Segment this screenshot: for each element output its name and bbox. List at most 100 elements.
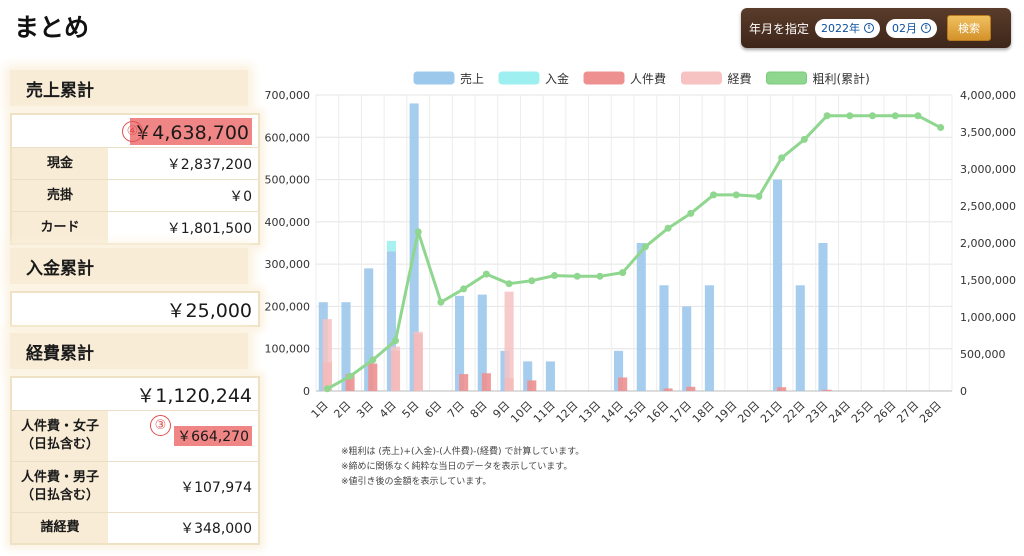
- line-point: [710, 191, 717, 199]
- bar-sales: [795, 285, 805, 391]
- year-select-value: 2022年: [821, 22, 861, 35]
- bar-sales: [659, 285, 669, 391]
- search-button[interactable]: 検索: [947, 15, 992, 41]
- y-left-tick-label: 100,000: [265, 343, 311, 356]
- legend-swatch: [583, 71, 625, 85]
- note-line: ※締めに関係なく純粋な当日のデータを表示しています。: [341, 462, 573, 472]
- expense-row: 人件費・男子 （日払含む） ￥107,974: [12, 462, 258, 513]
- note-line: ※粗利は (売上)+(入金)-(人件費)-(経費) で計算しています。: [341, 447, 585, 457]
- line-point: [891, 112, 899, 120]
- x-tick-label: 25日: [849, 399, 876, 426]
- bar-labor: [777, 387, 787, 391]
- x-tick-label: 24日: [826, 399, 853, 426]
- line-point: [551, 272, 558, 280]
- sales-heading: 売上累計: [10, 70, 248, 106]
- expense-row-value: ￥107,974: [180, 480, 252, 496]
- x-tick-label: 2日: [331, 399, 353, 421]
- sales-row-value: ￥0: [229, 188, 252, 205]
- bar-labor: [459, 374, 469, 391]
- bar-labor: [345, 374, 355, 391]
- bar-labor: [618, 377, 628, 391]
- line-point: [619, 269, 627, 277]
- line-point: [823, 112, 831, 120]
- bar-labor: [527, 380, 537, 391]
- legend-swatch: [413, 71, 455, 85]
- line-point: [914, 112, 922, 120]
- bar-sales: [341, 302, 351, 391]
- line-point: [664, 224, 672, 232]
- y-left-tick-label: 500,000: [265, 174, 311, 187]
- sales-row-label: カード: [12, 212, 108, 243]
- bar-labor: [663, 388, 673, 391]
- note-line: ※値引き後の金額を表示しています。: [341, 477, 492, 487]
- line-point: [505, 280, 513, 288]
- bar-labor: [686, 386, 696, 391]
- x-tick-label: 3日: [354, 399, 376, 421]
- month-select[interactable]: 02月 ⇕: [886, 18, 938, 38]
- bar-sales: [818, 243, 828, 391]
- x-tick-label: 7日: [445, 399, 467, 421]
- x-tick-label: 6日: [422, 399, 444, 421]
- x-tick-label: 15日: [622, 399, 649, 426]
- updown-icon: ⇕: [864, 23, 875, 33]
- x-tick-label: 11日: [531, 399, 558, 426]
- expense-row: 諸経費 ￥348,000: [12, 513, 258, 543]
- x-tick-label: 23日: [803, 399, 830, 426]
- y-right-tick-label: 3,000,000: [960, 163, 1016, 176]
- expense-row-value: ￥348,000: [180, 521, 252, 537]
- bar-sales: [545, 361, 555, 391]
- y-right-tick-label: 1,500,000: [960, 274, 1016, 287]
- x-tick-label: 1日: [309, 399, 331, 421]
- bar-labor: [822, 389, 832, 391]
- y-right-tick-label: 2,000,000: [960, 237, 1016, 250]
- legend-swatch: [681, 71, 722, 85]
- y-left-tick-label: 0: [303, 385, 310, 398]
- month-select-value: 02月: [892, 22, 918, 35]
- y-right-tick-label: 1,000,000: [960, 311, 1016, 324]
- bar-sales: [773, 179, 783, 391]
- bar-sales: [455, 295, 465, 391]
- line-point: [732, 191, 740, 199]
- deposit-heading: 入金累計: [10, 248, 248, 284]
- line-point: [800, 135, 808, 143]
- line-point: [528, 277, 536, 285]
- line-point: [414, 228, 422, 236]
- x-tick-label: 16日: [644, 399, 671, 426]
- sales-row-value: ￥1,801,500: [166, 220, 252, 237]
- y-right-tick-label: 0: [960, 385, 967, 398]
- bar-sales: [477, 294, 487, 391]
- x-tick-label: 12日: [554, 399, 581, 426]
- annotation-marker: ④: [122, 121, 143, 142]
- x-tick-label: 5日: [400, 399, 422, 421]
- x-tick-label: 10日: [508, 399, 535, 426]
- bar-labor: [368, 363, 378, 391]
- x-tick-label: 28日: [917, 399, 944, 426]
- line-point: [437, 298, 445, 306]
- y-left-tick-label: 600,000: [265, 131, 311, 144]
- year-select[interactable]: 2022年 ⇕: [815, 18, 881, 38]
- x-tick-label: 8日: [468, 399, 490, 421]
- expense-row-label: 諸経費: [12, 513, 108, 543]
- sales-row-value: ￥2,837,200: [166, 156, 252, 173]
- bar-sales: [614, 350, 624, 391]
- line-point: [846, 112, 854, 120]
- deposit-total: ￥25,000: [166, 299, 252, 322]
- line-point: [778, 154, 786, 162]
- bar-expense: [413, 331, 423, 391]
- line-gross-profit: [326, 114, 942, 391]
- line-point: [482, 270, 490, 278]
- sales-panel: ④ ￥4,638,700 現金 ￥2,837,200 売掛 ￥0 カード ￥1,…: [10, 113, 260, 245]
- legend-label: 人件費: [630, 71, 666, 86]
- line-point: [687, 209, 695, 217]
- filter-label: 年月を指定: [749, 21, 810, 36]
- bar-sales: [386, 251, 396, 391]
- x-tick-label: 18日: [690, 399, 717, 426]
- bar-deposit: [386, 240, 396, 252]
- x-tick-label: 4日: [377, 399, 399, 421]
- bar-sales: [704, 285, 714, 391]
- x-tick-label: 17日: [667, 399, 694, 426]
- legend-label: 入金: [545, 71, 569, 86]
- bar-expense: [322, 319, 332, 391]
- expense-row-label: 人件費・男子 （日払含む）: [12, 462, 108, 512]
- line-point: [323, 385, 331, 393]
